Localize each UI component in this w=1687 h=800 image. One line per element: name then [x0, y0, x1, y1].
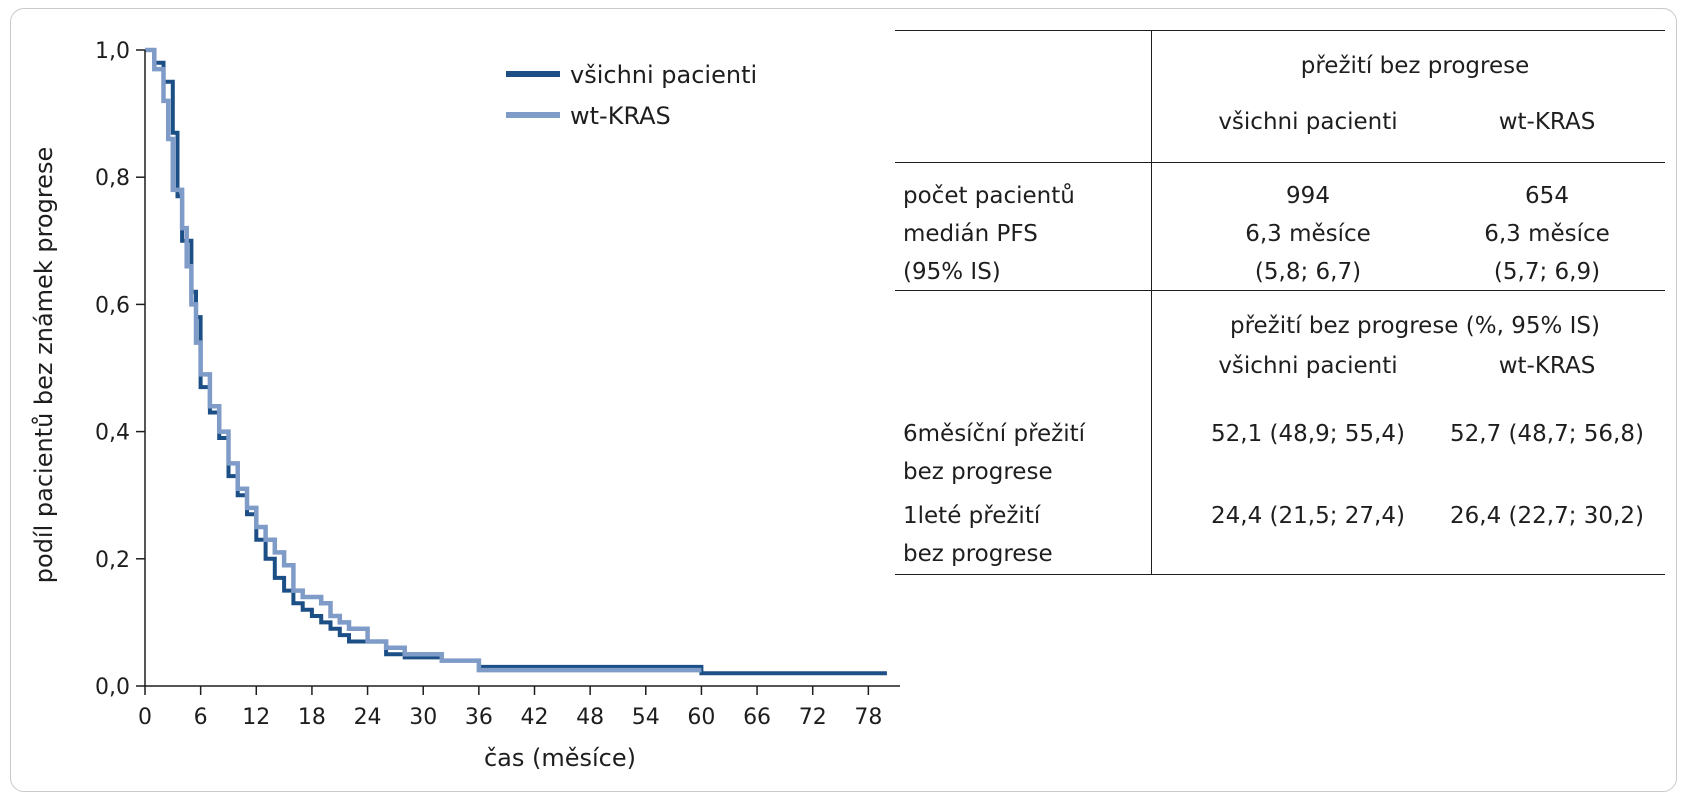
cell-ci-kras: (5,7; 6,9) [1493, 259, 1601, 285]
figure-frame [10, 8, 1677, 792]
row-label-6m-line2: bez progrese [903, 459, 1053, 485]
legend-label-kras: wt-KRAS [570, 102, 671, 130]
x-tick-label: 24 [354, 705, 382, 730]
y-tick-label: 1,0 [95, 39, 130, 64]
cell-median-all: 6,3 měsíce [1245, 221, 1371, 247]
x-tick-label: 72 [799, 705, 827, 730]
col-header-kras: wt-KRAS [1498, 109, 1596, 135]
col-header-kras-2: wt-KRAS [1498, 353, 1596, 379]
cell-12m-kras: 26,4 (22,7; 30,2) [1450, 503, 1644, 529]
km-chart: 0612182430364248546066727884 0,00,20,40,… [30, 39, 900, 772]
table-rule-2 [895, 290, 1665, 291]
cell-patients-all: 994 [1286, 183, 1330, 209]
cell-6m-all: 52,1 (48,9; 55,4) [1211, 421, 1405, 447]
y-axis-title: podíl pacientů bez známek progrese [30, 147, 58, 583]
row-label-median: medián PFS [903, 221, 1038, 247]
table-rule-top [895, 30, 1665, 31]
x-tick-label: 60 [687, 705, 715, 730]
cell-patients-kras: 654 [1525, 183, 1569, 209]
y-tick-label: 0,8 [95, 166, 130, 191]
y-tick-label: 0,2 [95, 548, 130, 573]
cell-12m-all: 24,4 (21,5; 27,4) [1211, 503, 1405, 529]
x-tick-label: 78 [854, 705, 882, 730]
row-label-ci: (95% IS) [903, 259, 1001, 285]
x-tick-label: 48 [576, 705, 604, 730]
x-tick-label: 36 [465, 705, 493, 730]
x-tick-label: 30 [409, 705, 437, 730]
x-tick-label: 12 [242, 705, 270, 730]
series-wt-kras-line [145, 47, 702, 673]
header-group-pfs: přežití bez progrese [1300, 53, 1530, 79]
table-column-divider [1151, 30, 1152, 575]
x-tick-label: 18 [298, 705, 326, 730]
row-label-patients: počet pacientů [903, 183, 1075, 209]
x-tick-label: 54 [632, 705, 660, 730]
cell-median-kras: 6,3 měsíce [1484, 221, 1610, 247]
cell-6m-kras: 52,7 (48,7; 56,8) [1450, 421, 1644, 447]
legend-label-all: všichni pacienti [570, 61, 757, 89]
cell-ci-all: (5,8; 6,7) [1254, 259, 1362, 285]
col-header-all-2: všichni pacienti [1218, 353, 1398, 379]
x-tick-label: 6 [194, 705, 208, 730]
x-axis-title: čas (měsíce) [484, 744, 636, 772]
y-tick-label: 0,4 [95, 421, 130, 446]
y-tick-label: 0,6 [95, 293, 130, 318]
y-tick-label: 0,0 [95, 675, 130, 700]
x-tick-label: 66 [743, 705, 771, 730]
x-tick-label: 0 [138, 705, 152, 730]
series-all-patients-line [145, 48, 887, 676]
x-tick-label: 42 [521, 705, 549, 730]
header-group-pfs-pct: přežití bez progrese (%, 95% IS) [1229, 313, 1601, 339]
table-rule-1 [895, 162, 1665, 163]
row-label-12m-line1: 1leté přežití [903, 503, 1041, 529]
row-label-6m-line1: 6měsíční přežití [903, 421, 1086, 447]
col-header-all: všichni pacienti [1218, 109, 1398, 135]
table-rule-bottom [895, 574, 1665, 575]
row-label-12m-line2: bez progrese [903, 541, 1053, 567]
